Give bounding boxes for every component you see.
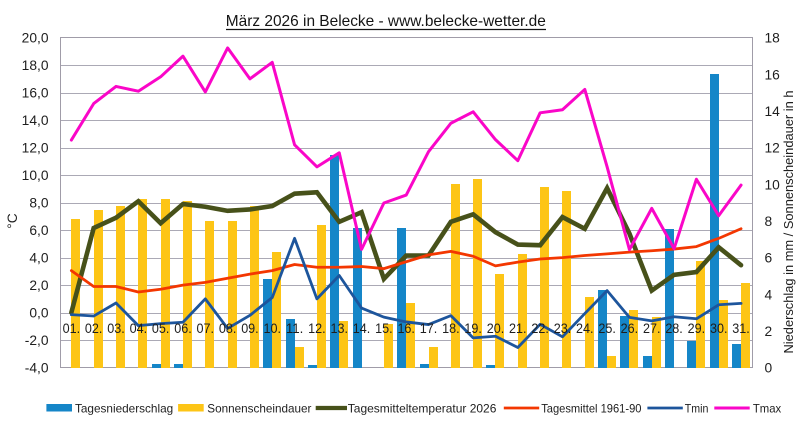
svg-text:Tmin: Tmin	[685, 402, 709, 416]
svg-text:11.: 11.	[286, 321, 304, 336]
svg-text:10.: 10.	[264, 321, 282, 336]
svg-text:10: 10	[765, 177, 781, 192]
svg-text:Sonnenscheindauer: Sonnenscheindauer	[207, 402, 311, 416]
svg-text:2: 2	[765, 324, 773, 339]
svg-text:12,0: 12,0	[22, 141, 49, 156]
svg-text:23.: 23.	[554, 321, 572, 336]
svg-text:°C: °C	[5, 213, 20, 229]
svg-text:20.: 20.	[487, 321, 505, 336]
svg-text:8,0: 8,0	[29, 196, 49, 211]
svg-text:30.: 30.	[710, 321, 728, 336]
svg-text:08.: 08.	[219, 321, 237, 336]
svg-text:03.: 03.	[107, 321, 125, 336]
svg-text:31.: 31.	[732, 321, 750, 336]
svg-text:25.: 25.	[598, 321, 616, 336]
svg-text:Tmax: Tmax	[753, 402, 781, 416]
svg-text:6: 6	[765, 251, 773, 266]
svg-text:0: 0	[765, 361, 773, 376]
svg-text:12.: 12.	[308, 321, 326, 336]
svg-text:14,0: 14,0	[22, 113, 49, 128]
svg-text:16,0: 16,0	[22, 86, 49, 101]
svg-text:4: 4	[765, 287, 773, 302]
svg-text:02.: 02.	[85, 321, 103, 336]
svg-text:29.: 29.	[688, 321, 706, 336]
svg-text:4,0: 4,0	[29, 251, 49, 266]
svg-text:18: 18	[765, 31, 781, 46]
svg-text:24.: 24.	[576, 321, 594, 336]
svg-text:04.: 04.	[130, 321, 148, 336]
svg-text:Niederschlag in mm / Sonnensch: Niederschlag in mm / Sonnenscheindauer i…	[782, 90, 796, 353]
svg-text:05.: 05.	[152, 321, 170, 336]
svg-text:Tagesniederschlag: Tagesniederschlag	[75, 402, 173, 416]
svg-text:19.: 19.	[464, 321, 482, 336]
svg-text:06.: 06.	[174, 321, 192, 336]
svg-text:07.: 07.	[197, 321, 215, 336]
svg-text:8: 8	[765, 214, 773, 229]
svg-text:2,0: 2,0	[29, 278, 49, 293]
svg-text:Tagesmittel 1961-90: Tagesmittel 1961-90	[541, 402, 642, 416]
svg-text:16: 16	[765, 67, 781, 82]
svg-text:6,0: 6,0	[29, 223, 49, 238]
svg-text:22.: 22.	[531, 321, 549, 336]
svg-text:20,0: 20,0	[22, 31, 49, 46]
svg-text:-4,0: -4,0	[25, 361, 49, 376]
svg-text:15.: 15.	[375, 321, 393, 336]
svg-text:Tagesmitteltemperatur 2026: Tagesmitteltemperatur 2026	[348, 402, 497, 416]
svg-text:16.: 16.	[397, 321, 415, 336]
svg-text:18.: 18.	[442, 321, 460, 336]
svg-text:17.: 17.	[420, 321, 438, 336]
svg-text:-2,0: -2,0	[25, 333, 49, 348]
svg-text:März 2026 in Belecke - www.bel: März 2026 in Belecke - www.belecke-wette…	[226, 13, 546, 30]
svg-text:14.: 14.	[353, 321, 371, 336]
svg-text:27.: 27.	[643, 321, 661, 336]
svg-text:21.: 21.	[509, 321, 527, 336]
svg-text:09.: 09.	[241, 321, 259, 336]
svg-text:12: 12	[765, 141, 780, 156]
svg-text:14: 14	[765, 104, 781, 119]
svg-text:0,0: 0,0	[29, 306, 49, 321]
svg-text:13.: 13.	[330, 321, 348, 336]
svg-text:28.: 28.	[665, 321, 683, 336]
svg-text:10,0: 10,0	[22, 168, 49, 183]
svg-text:18,0: 18,0	[22, 58, 49, 73]
svg-text:26.: 26.	[621, 321, 639, 336]
svg-text:01.: 01.	[63, 321, 81, 336]
